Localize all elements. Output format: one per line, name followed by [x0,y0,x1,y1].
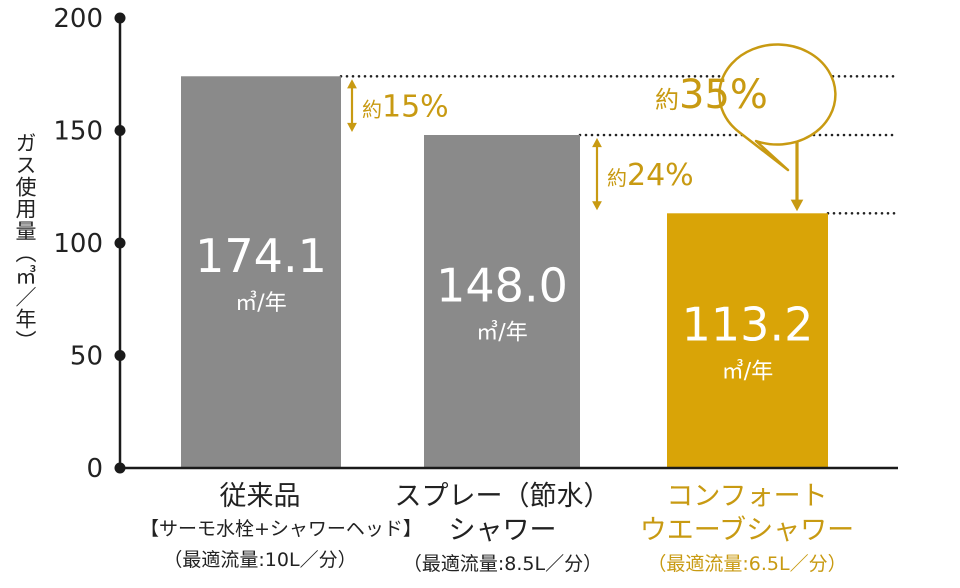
bar-unit-label-2: ㎥/年 [722,359,773,385]
category-label-comfort-wave: コンフォート ウエーブシャワー （最適流量:6.5L／分） [627,480,867,580]
bar-unit-label-1: ㎥/年 [476,320,527,346]
reference-lines [339,74,900,215]
category-flow-rate: （最適流量:10L／分） [163,549,357,571]
y-tick-dot [114,237,126,249]
bars [181,76,828,469]
y-tick-dot [114,350,126,361]
arrow-15pct-head-down [347,122,357,132]
annotation-35pct: 約35% [655,72,768,118]
bar-value-labels: 174.1 ㎥/年 148.0 ㎥/年 113.2 ㎥/年 [195,229,813,385]
bar-2 [667,213,828,468]
bar-1 [424,135,580,468]
y-tick-label: 50 [70,342,103,372]
bar-value-label-1: 148.0 [436,259,568,313]
y-tick-dot [114,125,126,136]
annotations: 約15% 約24% 約35% [347,43,837,212]
category-label-conventional: 従来品 【サーモ水栓+シャワーヘッド】 （最適流量:10L／分） [140,480,422,576]
y-axis-title: ガス使用量（㎥／年） [13,132,37,352]
category-flow-rate: （最適流量:8.5L／分） [402,553,603,575]
bar-unit-label-0: ㎥/年 [235,290,286,316]
y-tick-dot [114,12,126,24]
bar-value-label-2: 113.2 [682,298,814,352]
y-axis: 0 50 100 150 200 [53,4,898,484]
arrow-24pct-head-down [592,201,602,211]
category-subtitle: シャワー [448,515,557,546]
category-name: コンフォート [666,481,828,512]
category-subtitle: 【サーモ水栓+シャワーヘッド】 [140,518,422,540]
y-tick-dot [114,462,126,474]
y-tick-label: 100 [53,229,103,259]
bar-value-label-0: 174.1 [195,229,327,283]
arrow-15pct-head-up [347,79,357,89]
bar-0 [181,76,341,469]
y-tick-label: 0 [86,454,103,484]
y-tick-label: 150 [53,117,103,147]
arrow-35pct-head-down [790,199,804,212]
arrow-24pct-head-up [592,138,602,148]
category-subtitle: ウエーブシャワー [639,515,855,546]
category-label-spray: スプレー（節水） シャワー （最適流量:8.5L／分） [380,480,625,580]
annotation-15pct: 約15% [362,90,449,125]
speech-bubble [718,43,837,172]
category-flow-rate: （最適流量:6.5L／分） [647,553,847,575]
annotation-24pct: 約24% [607,158,694,193]
category-name: 従来品 [219,481,301,512]
category-name: スプレー（節水） [394,481,611,512]
y-tick-label: 200 [53,4,103,34]
